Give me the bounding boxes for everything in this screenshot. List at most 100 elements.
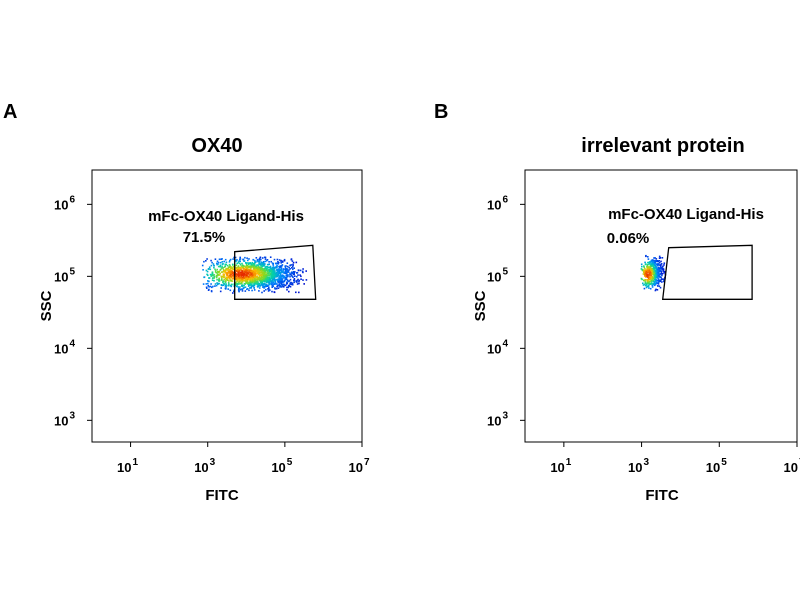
event-dot (660, 263, 663, 265)
event-dot (296, 275, 298, 278)
event-dot (230, 269, 232, 271)
event-dot (648, 275, 650, 278)
event-dot (259, 274, 262, 277)
event-dot (269, 270, 271, 272)
event-dot (235, 285, 238, 288)
event-dot (663, 270, 666, 273)
event-dot (244, 286, 247, 288)
event-dot (652, 268, 654, 270)
event-dot (261, 272, 264, 275)
event-dot (243, 260, 246, 262)
event-dot (212, 274, 215, 277)
event-dot (205, 286, 208, 289)
event-dot (237, 261, 240, 263)
event-dot (259, 285, 261, 287)
event-dot (264, 273, 267, 276)
event-dot (273, 266, 275, 269)
event-dot (206, 287, 208, 289)
event-dot (228, 283, 230, 286)
event-dot (281, 269, 283, 272)
event-dot (264, 256, 267, 259)
event-dot (268, 281, 271, 284)
event-dot (268, 261, 270, 263)
event-dot (644, 282, 647, 284)
event-dot (274, 281, 277, 283)
event-dot (263, 274, 265, 277)
event-dot (216, 262, 218, 265)
event-dot (253, 289, 256, 291)
event-dot (206, 270, 209, 273)
event-dot (258, 258, 261, 261)
event-dot (230, 276, 233, 279)
event-dot (646, 269, 648, 271)
event-dot (258, 270, 260, 272)
event-dot (250, 269, 253, 272)
event-dot (647, 282, 649, 285)
event-dot (258, 276, 260, 279)
event-dot (215, 275, 218, 278)
event-dot (266, 277, 269, 280)
event-dot (656, 276, 658, 278)
event-dot (207, 280, 209, 282)
event-dot (280, 265, 282, 268)
event-dot (659, 257, 662, 259)
event-dot (224, 265, 226, 267)
event-dot (655, 260, 658, 262)
event-dot (226, 277, 228, 280)
event-dot (238, 278, 240, 281)
gate-polygon[interactable] (234, 244, 317, 300)
event-dot (283, 259, 286, 262)
event-dot (219, 264, 222, 267)
event-dot (212, 263, 215, 265)
event-dot (257, 266, 259, 269)
event-dot (299, 269, 302, 272)
event-dot (657, 268, 659, 271)
event-dot (219, 290, 222, 293)
event-dot (256, 273, 259, 275)
event-dot (208, 277, 211, 279)
event-dot (211, 286, 213, 289)
event-dot (262, 276, 264, 278)
event-dot (250, 263, 253, 266)
event-dot (647, 256, 649, 258)
event-dot (245, 280, 247, 282)
event-dot (644, 269, 646, 272)
event-dot (297, 278, 299, 281)
event-dot (235, 283, 238, 285)
event-dot (239, 258, 242, 260)
event-dot (647, 276, 649, 278)
event-dot (263, 261, 265, 263)
event-dot (654, 289, 657, 292)
event-dot (302, 279, 304, 281)
event-dot (239, 263, 242, 266)
event-dot (658, 260, 660, 262)
event-dot (251, 283, 253, 286)
event-dot (250, 278, 253, 280)
event-dot (279, 286, 281, 288)
event-dot (242, 266, 244, 268)
event-dot (288, 274, 291, 276)
event-dot (271, 282, 273, 285)
event-dot (229, 259, 231, 262)
event-dot (657, 264, 659, 267)
event-dot (287, 280, 289, 283)
event-dot (277, 274, 280, 277)
event-dot (232, 273, 234, 275)
event-dot (228, 277, 231, 279)
event-dot (275, 272, 277, 275)
event-dot (289, 285, 292, 288)
event-dot (240, 275, 242, 278)
event-dot (259, 282, 262, 284)
event-dot (288, 290, 290, 293)
event-dot (264, 285, 267, 288)
event-dot (268, 286, 270, 289)
panel-label: B (434, 101, 448, 123)
gate-name: mFc-OX40 Ligand-His (608, 206, 764, 223)
event-dot (289, 272, 291, 275)
event-dot (232, 275, 234, 278)
event-dot (645, 282, 648, 285)
event-dot (643, 271, 645, 273)
gate-polygon[interactable] (661, 244, 753, 300)
event-dot (237, 265, 240, 267)
event-dot (227, 271, 230, 274)
